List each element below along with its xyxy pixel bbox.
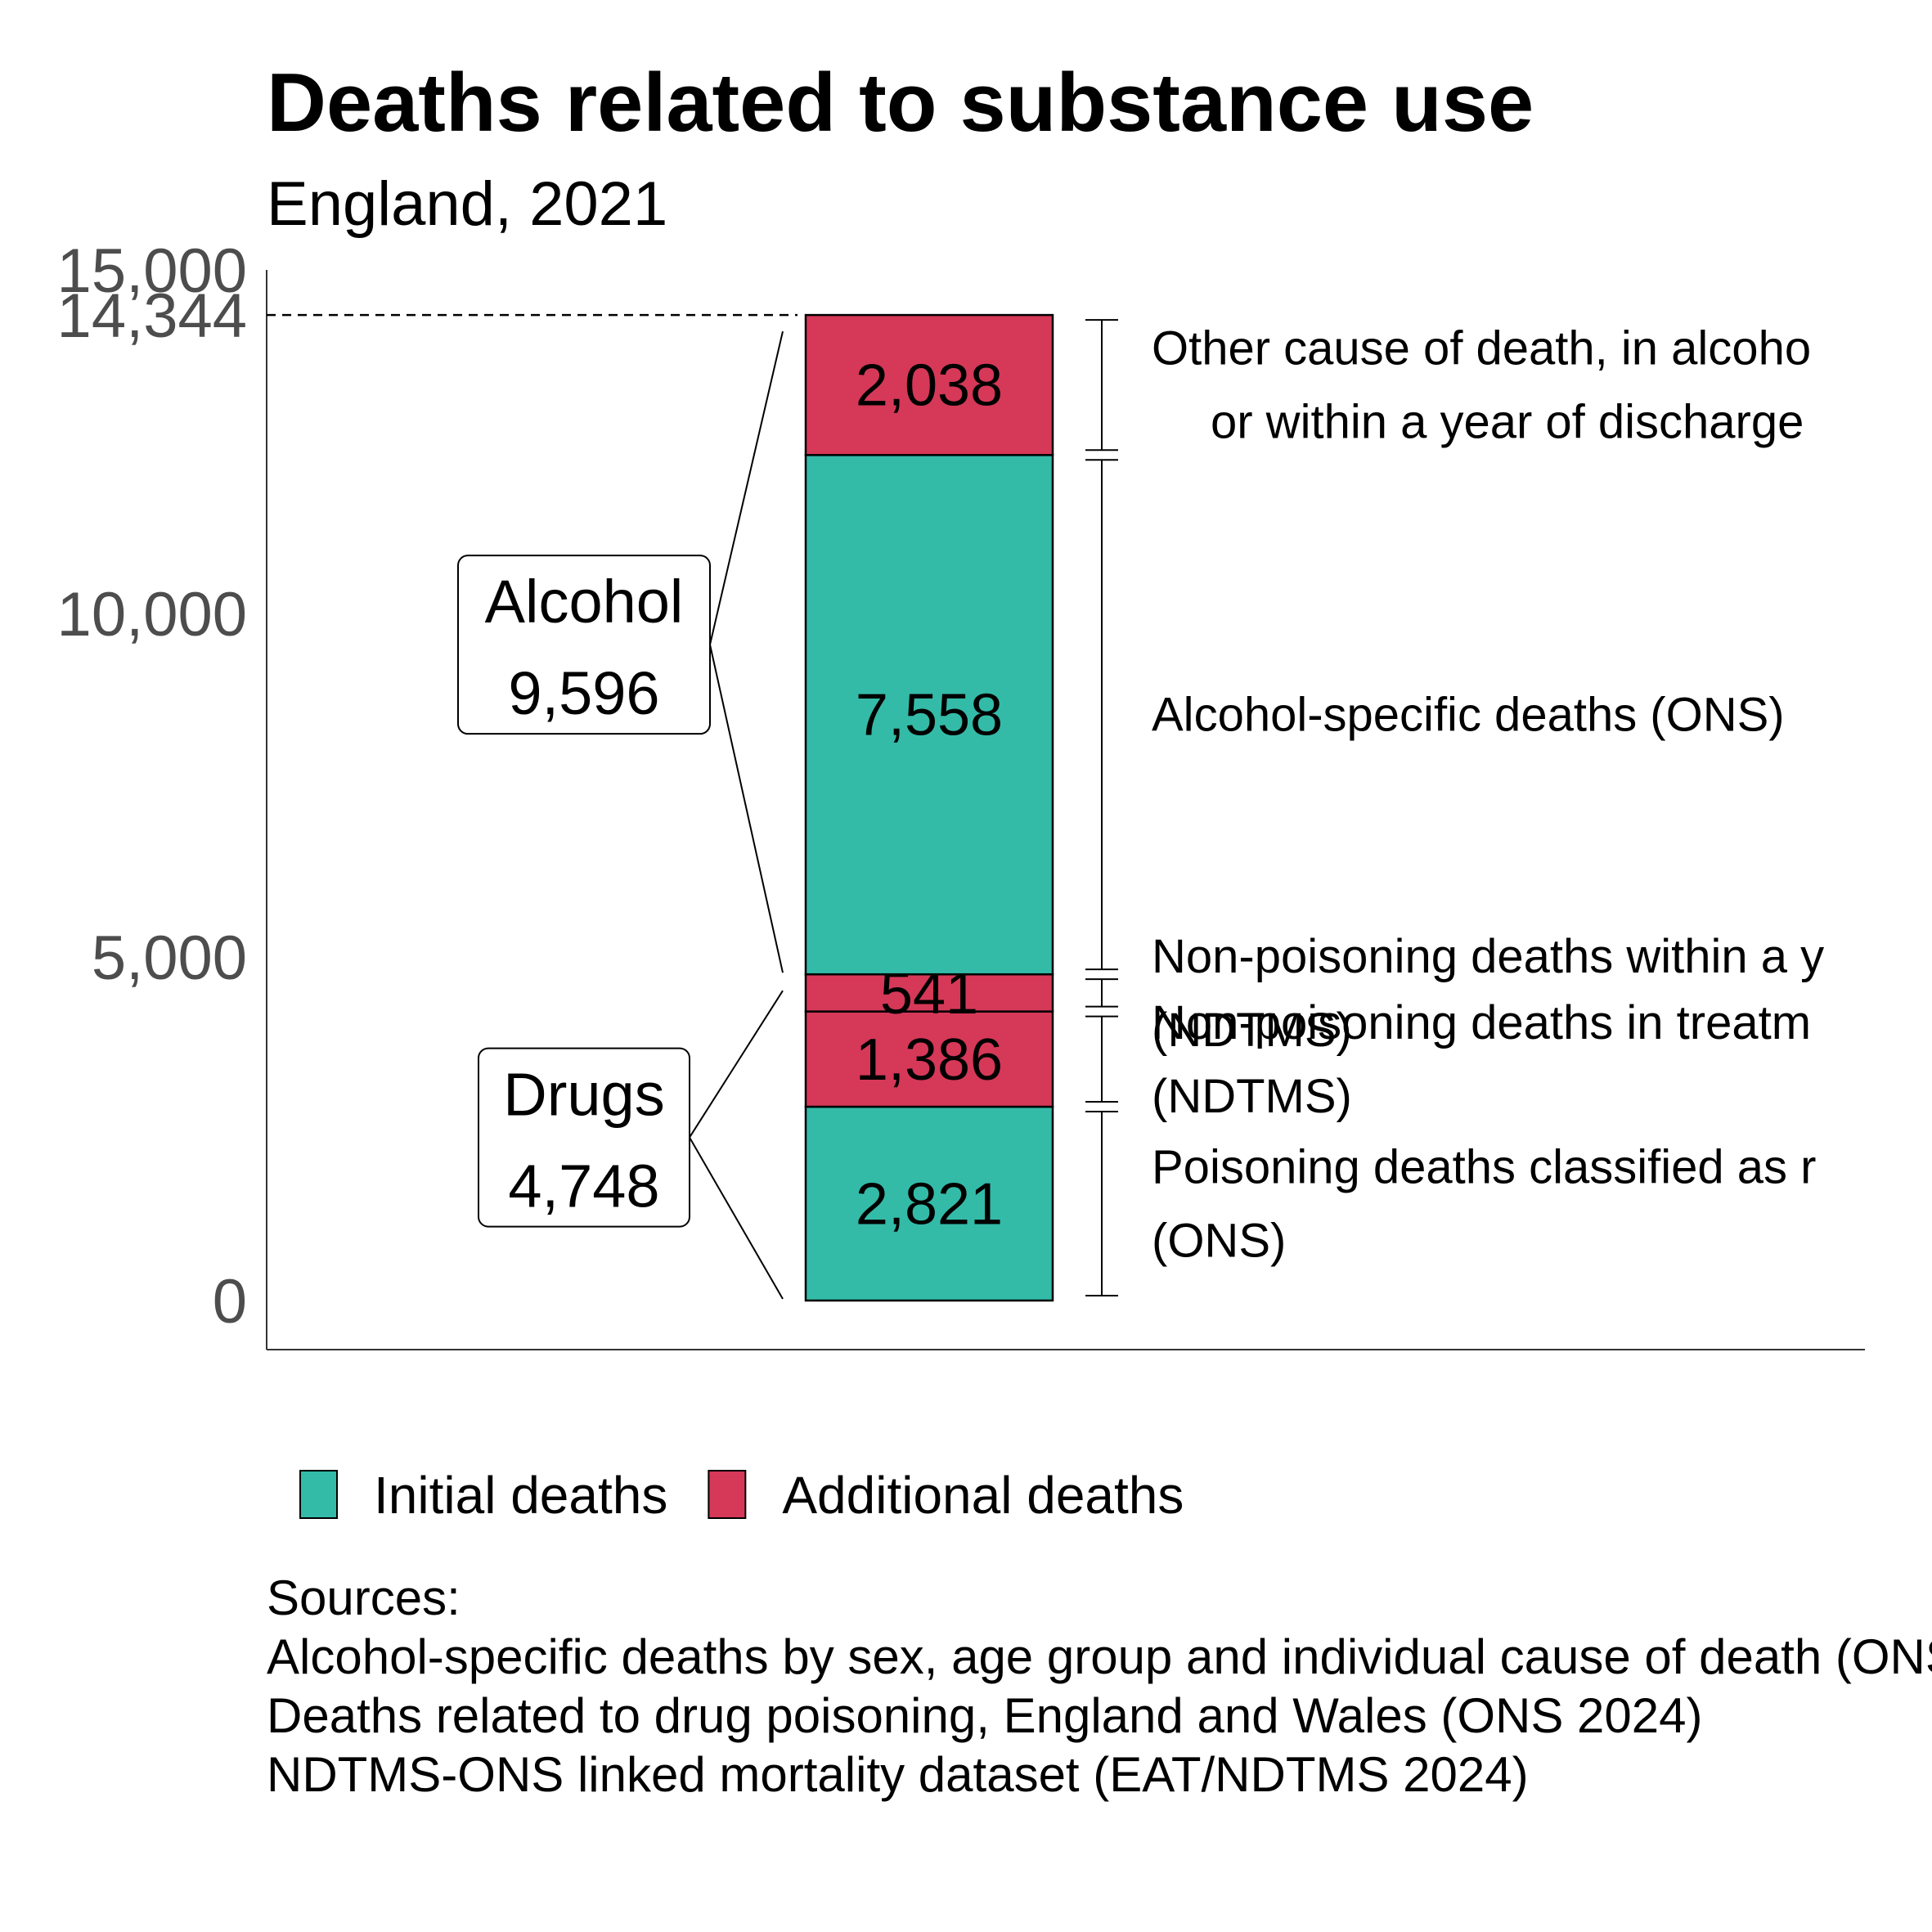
chart-title: Deaths related to substance use [267, 57, 1534, 149]
segment-description: Poisoning deaths classified as r [1152, 1141, 1816, 1194]
y-tick-label: 0 [213, 1267, 247, 1337]
group-callouts: Drugs 4,748 Alcohol 9,596 [457, 330, 784, 1300]
source-line: Deaths related to drug poisoning, Englan… [267, 1688, 1703, 1743]
segment-value-label: 1,386 [856, 1027, 1003, 1093]
segment-description: (NDTMS) [1152, 1004, 1352, 1057]
source-line: NDTMS-ONS linked mortality dataset (EAT/… [267, 1747, 1529, 1802]
bar-segment [804, 1105, 1054, 1302]
total-tick-label: 14,344 [57, 281, 247, 351]
callout-connector [689, 1137, 784, 1300]
legend-swatch [708, 1470, 747, 1519]
callout-connector [689, 990, 784, 1139]
y-tick-label: 15,000 [57, 236, 247, 306]
segment-description: Other cause of death, in alcoho [1152, 322, 1811, 375]
segment-descriptions: Poisoning deaths classified as r (ONS) Non… [1152, 322, 1824, 1268]
group-value-label: 9,596 [508, 659, 659, 727]
legend-label: Additional deaths [782, 1466, 1184, 1525]
segment-value-label: 2,038 [856, 353, 1003, 419]
chart-subtitle: England, 2021 [267, 169, 667, 239]
segment-description: Alcohol-specific deaths (ONS) [1152, 689, 1785, 742]
segment-value-label: 2,821 [856, 1172, 1003, 1238]
source-line: Alcohol-specific deaths by sex, age grou… [267, 1629, 1932, 1684]
group-callout-box [457, 555, 711, 735]
legend-label: Initial deaths [374, 1466, 667, 1525]
segment-description: or within a year of discharge [1211, 396, 1804, 449]
y-tick-label: 10,000 [57, 580, 247, 649]
callout-connector [709, 644, 784, 973]
group-value-label: 4,748 [508, 1152, 659, 1220]
segment-description: Non-poisoning deaths within a y [1152, 930, 1824, 983]
group-name-label: Drugs [503, 1061, 664, 1129]
bar-segment [804, 313, 1054, 456]
y-tick-label: 5,000 [92, 923, 247, 993]
brackets [1085, 319, 1118, 1296]
bar-segment [804, 1010, 1054, 1108]
bar-segment [804, 454, 1054, 976]
segment-value-label: 7,558 [856, 683, 1003, 748]
segment-description: (NDTMS) [1152, 1070, 1352, 1123]
sources: Sources:Alcohol-specific deaths by sex, … [267, 1570, 1932, 1802]
group-name-label: Alcohol [485, 568, 684, 636]
legend: Initial deaths Additional deaths [299, 1466, 1184, 1525]
segment-description: Non-poisoning deaths in treatm [1152, 996, 1811, 1049]
group-callout-box [478, 1047, 690, 1228]
legend-swatch [299, 1470, 338, 1519]
sources-heading: Sources: [267, 1570, 461, 1625]
callout-connector [709, 330, 784, 645]
segment-description: (ONS) [1152, 1215, 1286, 1268]
